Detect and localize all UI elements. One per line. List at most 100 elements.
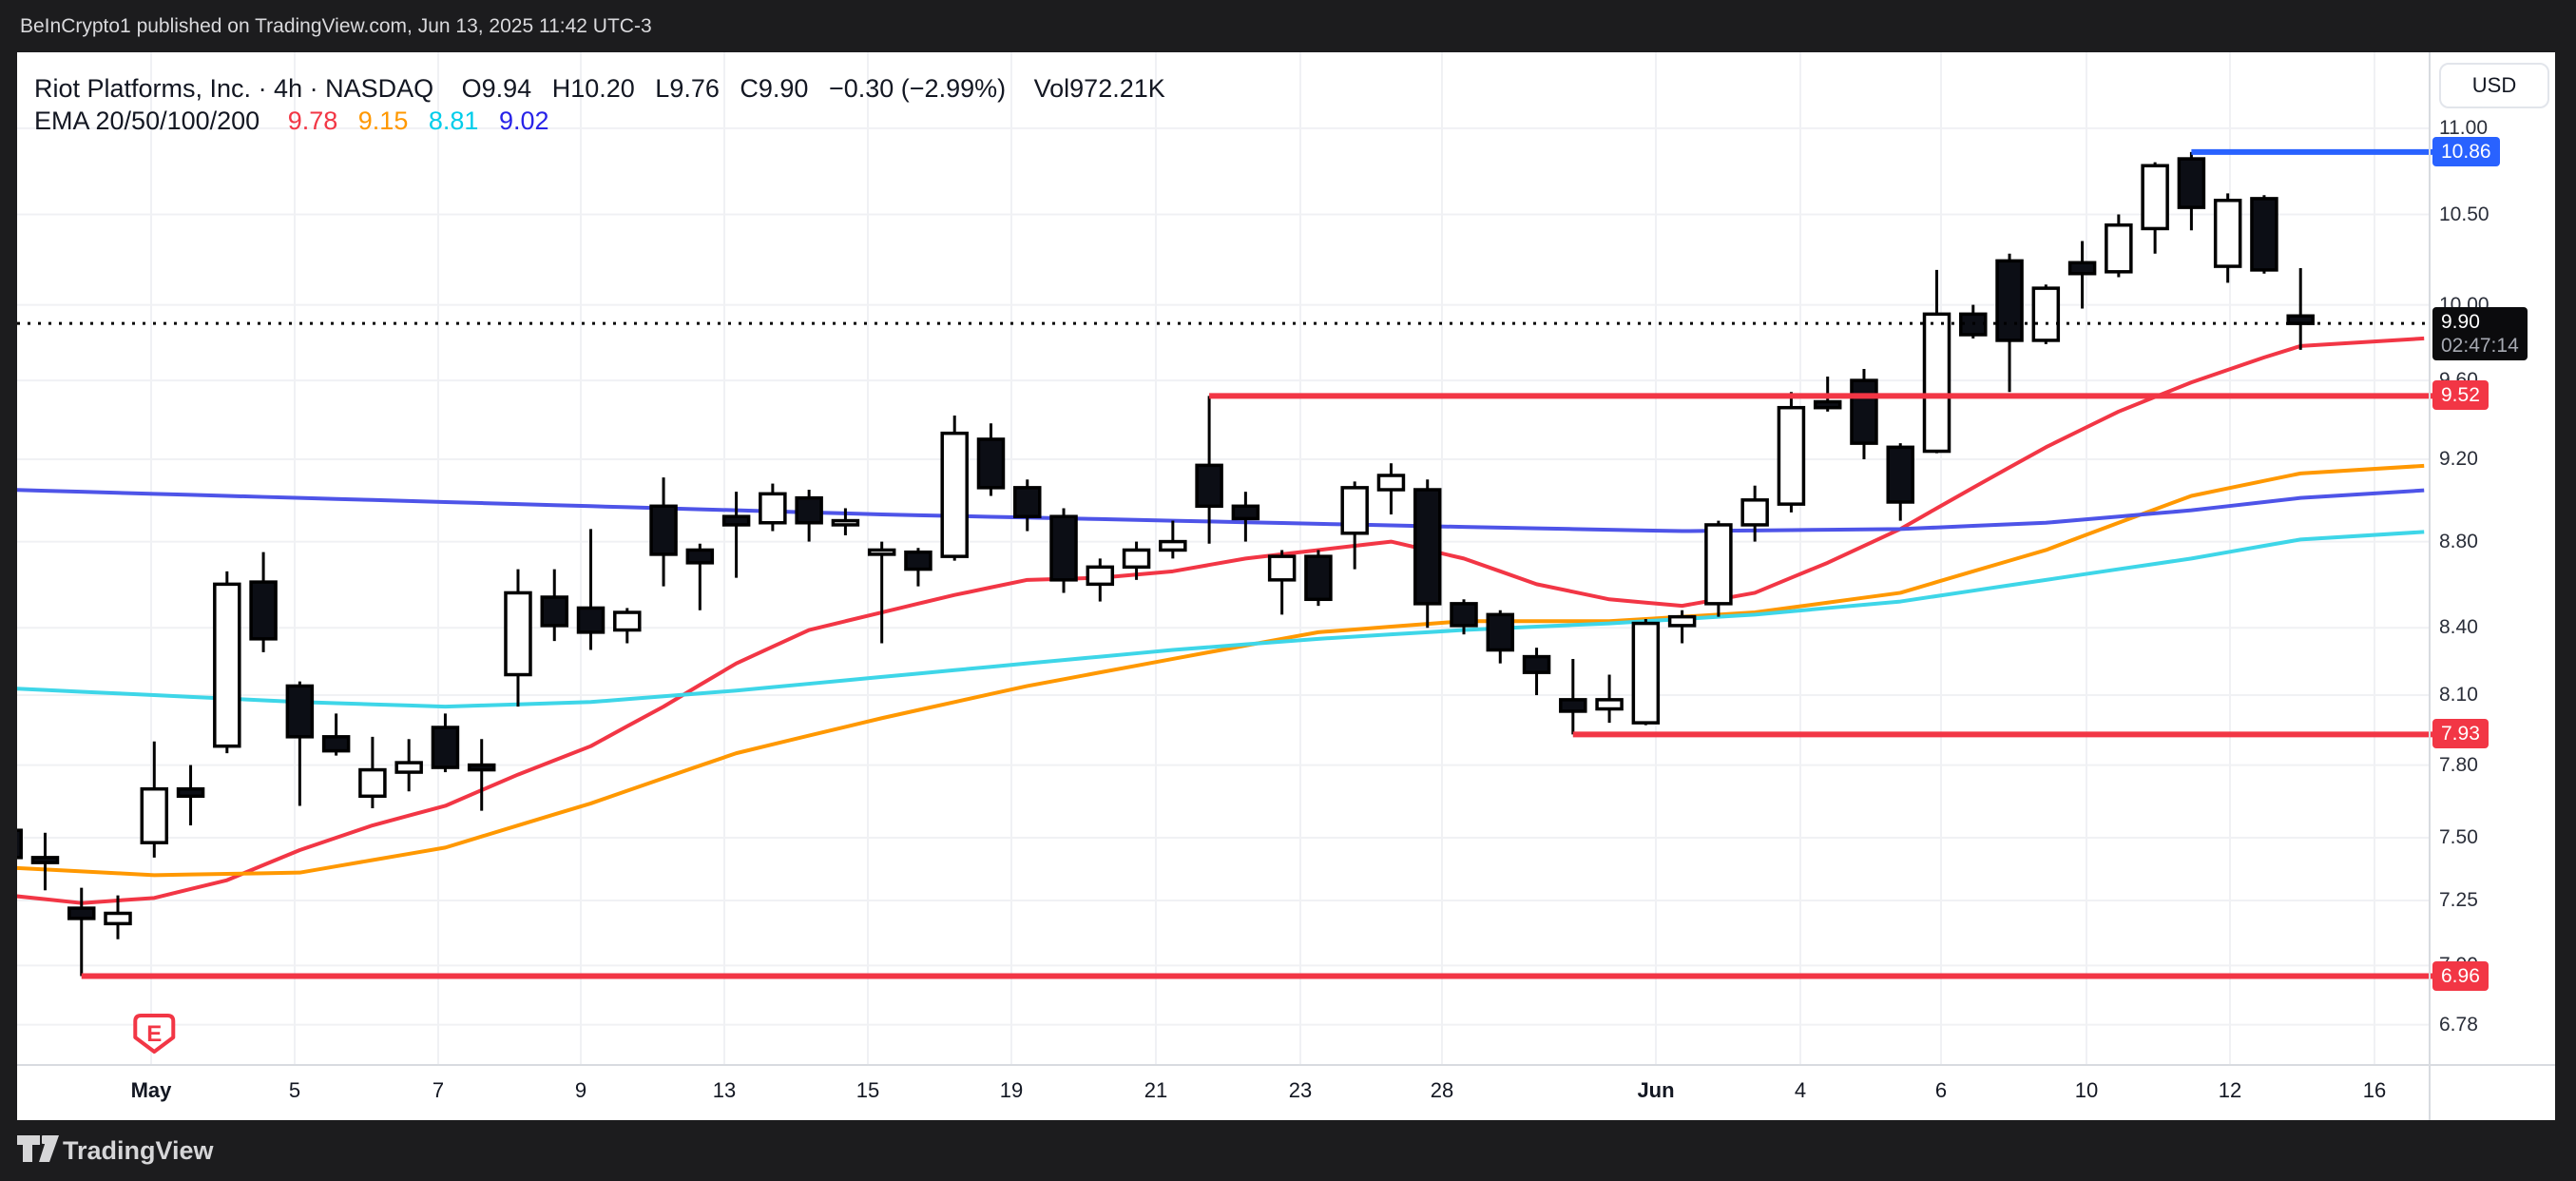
candle [213,571,241,754]
candle [1995,253,2024,393]
candle [2141,162,2169,254]
ema200-value: 9.02 [498,106,549,135]
candle [1195,396,1223,544]
indicator-row: EMA 20/50/100/200 9.78 9.15 8.81 9.02 [34,105,1186,137]
candle [358,736,387,809]
candle [1850,368,1878,459]
level-rays[interactable] [81,148,2435,979]
candle [2286,267,2315,350]
volume: Vol972.21K [1033,74,1165,103]
candle [1450,599,1478,635]
candle [649,477,678,587]
candle [904,548,932,587]
candle [759,483,787,532]
candle [1049,508,1078,593]
time-label-6: 6 [1934,1078,1948,1102]
candle [2031,284,2061,344]
level-tag-10.86: 10.86 [2432,136,2500,166]
candle [1231,492,1260,542]
tradingview-wordmark[interactable]: TradingView [63,1136,214,1165]
candle [1267,550,1297,615]
time-label-15: 15 [855,1078,880,1102]
candle [1777,392,1806,513]
candle [2067,241,2097,309]
candle [1559,658,1587,735]
candle [940,415,969,561]
price-axis[interactable]: USD 11.0010.5010.009.609.208.808.408.107… [2430,52,2555,1120]
time-label-4: 4 [1794,1078,1807,1102]
candle [540,569,568,642]
candle [1922,269,1951,454]
time-label-12: 12 [2218,1078,2242,1102]
candle [613,608,642,644]
symbol-row: Riot Platforms, Inc. · 4h · NASDAQ O9.94… [34,72,1186,105]
branding-bar: TradingView [0,1120,2576,1181]
price-label-8.40: 8.40 [2439,616,2478,639]
candle [394,739,423,792]
candle [67,887,96,977]
ema20-value: 9.78 [287,106,338,135]
level-tag-6.96: 6.96 [2432,960,2489,991]
time-label-10: 10 [2074,1078,2099,1102]
time-axis[interactable]: May 5 7 9 13 15 19 21 23 28 Jun 4 6 10 12 16 [17,1065,2430,1120]
attribution-bar: BeInCrypto1 published on TradingView.com… [0,0,2576,52]
price-label-8.10: 8.10 [2439,684,2478,707]
attribution-text: BeInCrypto1 published on TradingView.com… [20,15,652,37]
chart-legend: Riot Platforms, Inc. · 4h · NASDAQ O9.94… [34,72,1186,137]
tradingview-logo-icon[interactable] [17,1133,59,1169]
time-label-16: 16 [2362,1078,2387,1102]
price-label-7.25: 7.25 [2439,889,2478,911]
candle [2177,151,2206,231]
candle [976,423,1006,496]
ohlc-low: L9.76 [655,74,720,103]
candle [721,492,751,578]
candle [176,765,205,826]
candle [2250,195,2278,274]
candle [2105,214,2133,278]
earnings-icon[interactable]: E [133,1014,176,1054]
candle [1122,541,1151,580]
candle [1886,443,1914,521]
ema50-value: 9.15 [357,106,409,135]
time-label-9: 9 [574,1078,587,1102]
price-change: −0.30 (−2.99%) [828,74,1007,103]
candle [1522,648,1551,696]
candle [467,739,496,811]
candle [1159,520,1187,559]
candle [285,681,315,806]
price-label-10.50: 10.50 [2439,203,2489,225]
time-label-23: 23 [1288,1078,1313,1102]
level-tag-7.93: 7.93 [2432,719,2489,749]
candle [795,490,823,542]
price-label-7.80: 7.80 [2439,753,2478,776]
candle [1376,463,1406,515]
candles [17,151,2315,977]
ohlc-close: C9.90 [740,74,809,103]
time-label-21: 21 [1144,1078,1168,1102]
candle [1013,479,1042,532]
price-label-11.00: 11.00 [2439,116,2488,139]
last-price-value: 9.90 [2441,311,2480,334]
time-label-19: 19 [999,1078,1024,1102]
candle [1631,618,1661,726]
time-label-5: 5 [288,1078,301,1102]
candle [1086,558,1115,602]
currency-button[interactable]: USD [2439,63,2549,108]
ema-lines [17,336,2425,905]
ohlc-open: O9.94 [461,74,532,103]
candle [1340,481,1369,570]
candle [104,895,132,939]
candle [140,741,169,858]
price-label-9.20: 9.20 [2439,447,2478,470]
time-label-Jun: Jun [1637,1078,1675,1102]
candle [30,832,60,891]
candle [17,828,23,860]
candle [1413,479,1442,629]
candle [2213,193,2242,283]
price-label-8.80: 8.80 [2439,530,2478,552]
time-label-28: 28 [1430,1078,1454,1102]
candle [867,541,896,644]
time-label-May: May [130,1078,172,1102]
